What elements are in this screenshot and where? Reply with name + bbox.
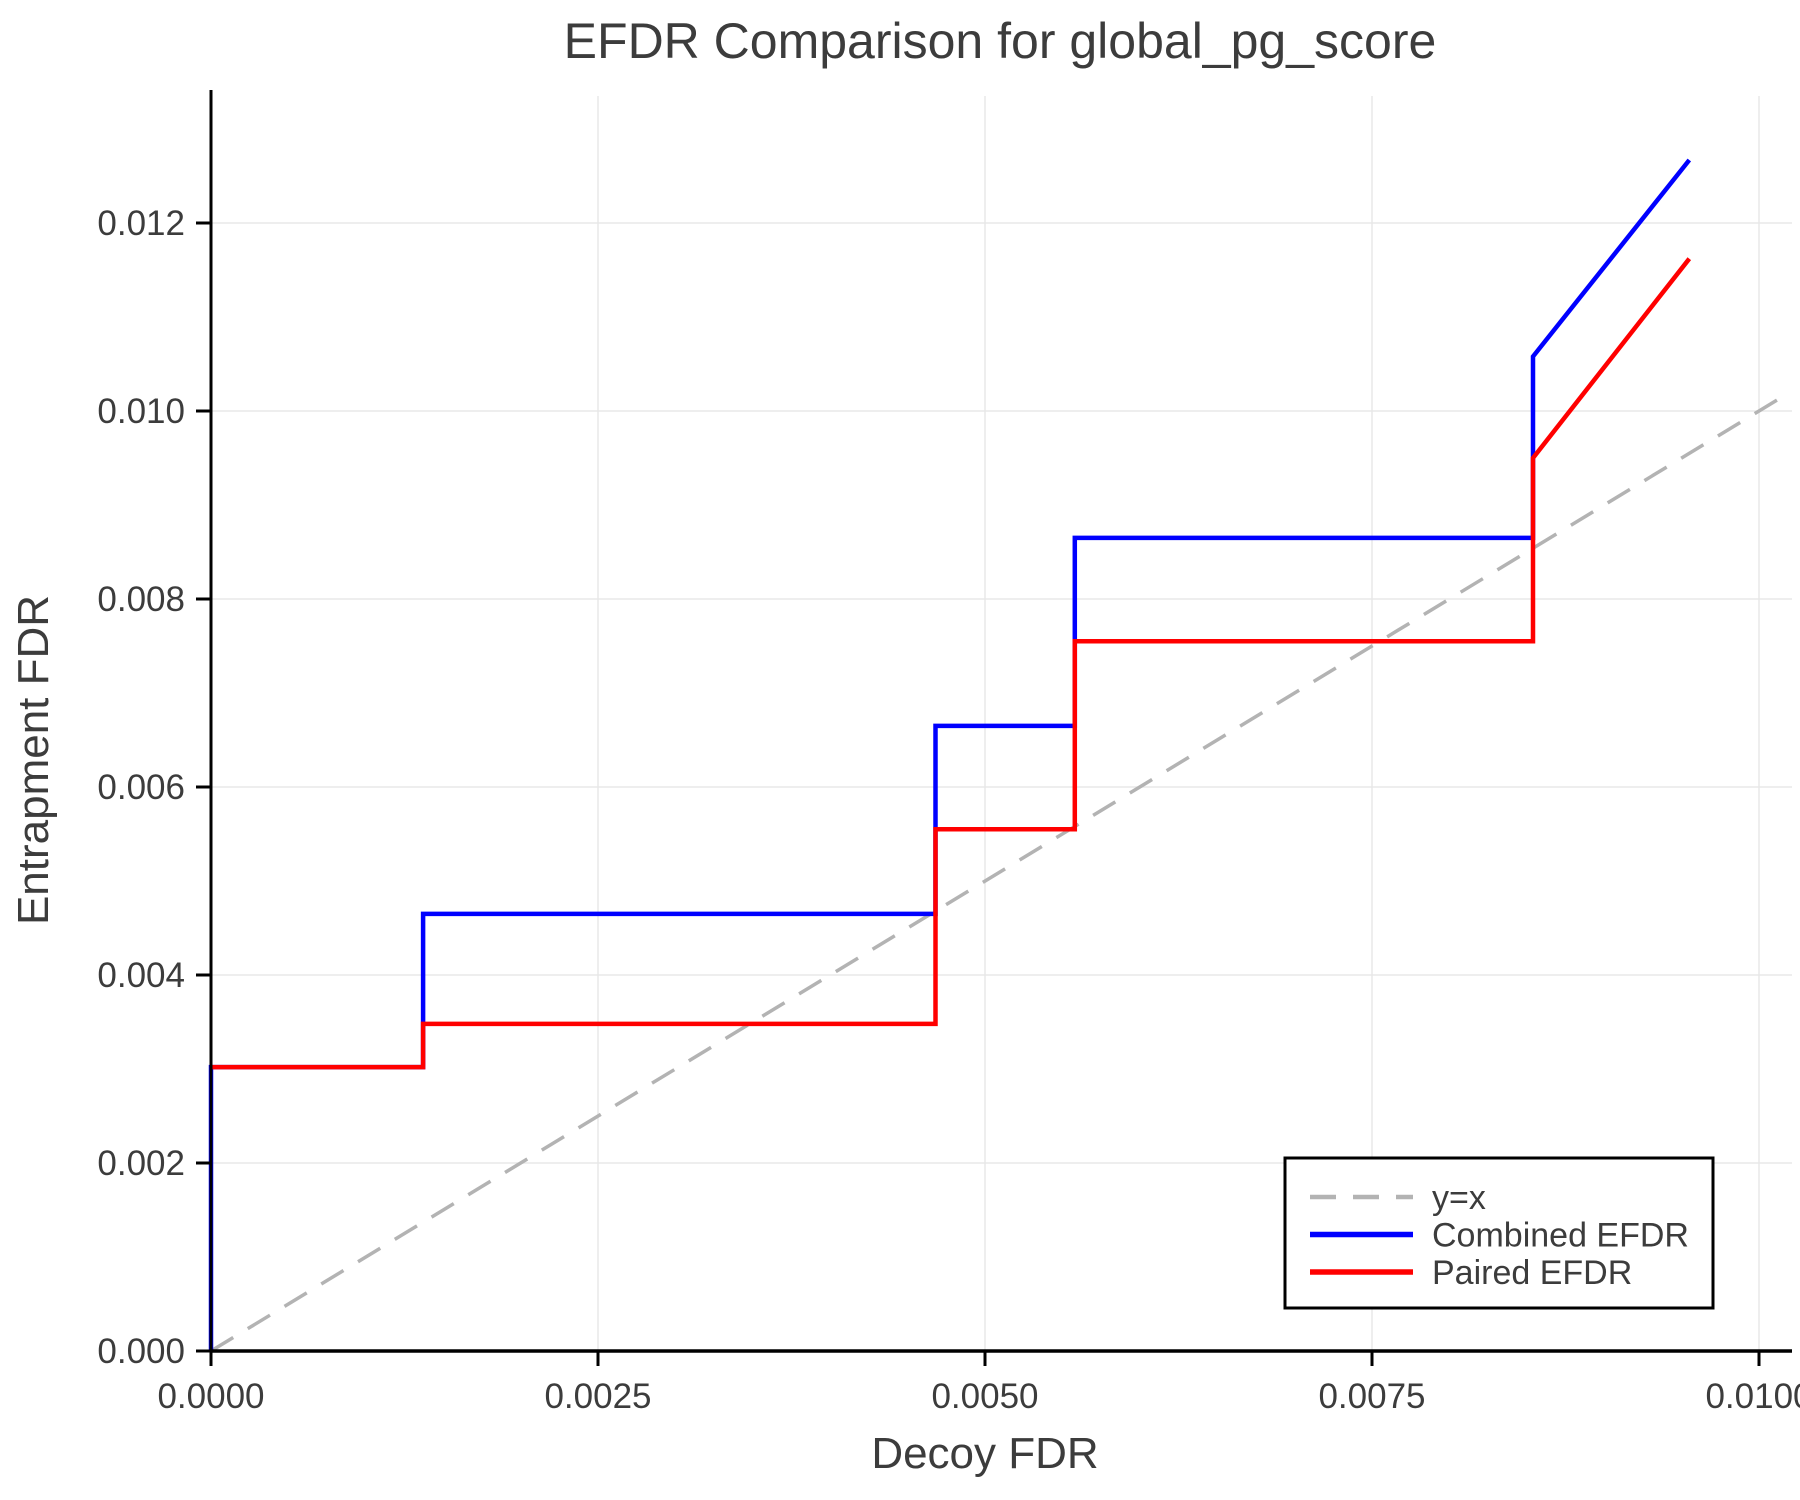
x-tick-label: 0.0000: [157, 1377, 264, 1416]
y-axis-label: Entrapment FDR: [9, 595, 58, 925]
legend-label-paired-efdr: Paired EFDR: [1432, 1254, 1632, 1292]
y-tick-label: 0.002: [97, 1144, 185, 1183]
grid-layer: [210, 96, 1792, 1351]
y-tick-label: 0.008: [97, 580, 185, 619]
series-y-x: [210, 390, 1791, 1353]
chart-title: EFDR Comparison for global_pg_score: [564, 13, 1437, 69]
legend-label-y-x: y=x: [1432, 1179, 1486, 1217]
y-tick-label: 0.010: [97, 392, 185, 431]
series-paired-efdr: [211, 257, 1692, 1070]
x-tick-label: 0.0050: [931, 1377, 1038, 1416]
y-tick-label: 0.006: [97, 768, 185, 807]
legend-label-combined-efdr: Combined EFDR: [1432, 1217, 1689, 1255]
series-layer: [208, 158, 1791, 1353]
y-tick-label: 0.000: [97, 1332, 185, 1371]
x-tick-label: 0.0025: [544, 1377, 651, 1416]
x-axis-label: Decoy FDR: [871, 1429, 1098, 1478]
x-tick-label: 0.0075: [1318, 1377, 1425, 1416]
y-tick-label: 0.012: [97, 204, 185, 243]
y-tick-label: 0.004: [97, 956, 185, 995]
